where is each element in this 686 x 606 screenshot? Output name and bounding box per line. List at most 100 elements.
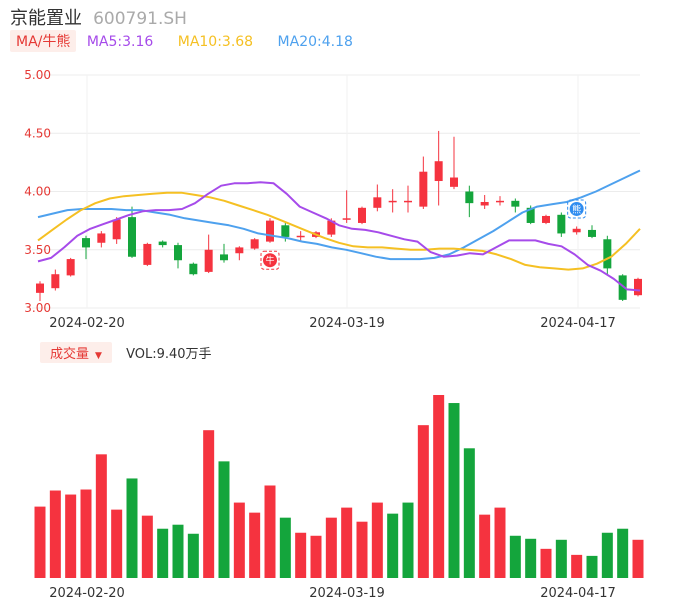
- candle-body: [174, 245, 182, 261]
- volume-tab-label: 成交量: [50, 347, 90, 362]
- volume-bar: [417, 425, 429, 578]
- candle-body: [327, 220, 336, 235]
- candle-body: [128, 217, 136, 257]
- volume-x-tick-label: 2024-02-20: [49, 586, 125, 601]
- volume-bar: [540, 548, 552, 578]
- volume-x-tick-label: 2024-04-17: [540, 586, 616, 601]
- volume-bar: [325, 517, 337, 578]
- volume-bar: [49, 490, 61, 578]
- bear-marker-icon: [569, 201, 584, 216]
- stock-code: 600791.SH: [93, 9, 187, 29]
- ma-legend: MA/牛熊 MA5:3.16 MA10:3.68 MA20:4.18: [10, 30, 373, 52]
- volume-bar: [111, 509, 123, 578]
- volume-bar: [463, 448, 475, 578]
- x-tick-label: 2024-03-19: [309, 316, 385, 331]
- candle-body: [572, 228, 581, 233]
- volume-bar: [95, 454, 107, 578]
- candle-body: [220, 254, 228, 261]
- y-tick-label: 4.00: [24, 185, 51, 199]
- volume-bar: [126, 478, 138, 578]
- candle-body: [51, 274, 60, 289]
- candle-body: [618, 275, 627, 300]
- candle-body: [603, 239, 612, 269]
- volume-selector[interactable]: 成交量 ▼: [40, 342, 112, 363]
- volume-bar: [571, 554, 583, 578]
- caret-down-icon: ▼: [95, 351, 102, 361]
- volume-bar: [586, 555, 598, 578]
- volume-value: VOL:9.40万手: [126, 347, 212, 362]
- volume-bar: [310, 535, 322, 578]
- volume-x-tick-label: 2024-03-19: [309, 586, 385, 601]
- candle-body: [511, 200, 520, 207]
- indicator-selector[interactable]: MA/牛熊: [10, 30, 77, 52]
- volume-bar: [632, 539, 644, 578]
- candle-body: [588, 229, 596, 237]
- stock-header: 京能置业 600791.SH: [10, 4, 187, 29]
- candle-body: [542, 215, 550, 223]
- candle-body: [419, 171, 428, 207]
- candle-body: [480, 201, 489, 206]
- volume-bar: [218, 461, 230, 578]
- volume-bar: [617, 528, 629, 578]
- volume-bar: [80, 489, 92, 578]
- candle-body: [526, 207, 535, 223]
- ma10-line: [37, 191, 641, 271]
- candle-body: [557, 214, 566, 234]
- volume-bar: [371, 502, 383, 578]
- candle-body: [373, 197, 382, 208]
- candle-body: [342, 218, 351, 220]
- volume-bar: [172, 524, 184, 578]
- candle-body: [434, 161, 443, 182]
- candle-body: [634, 278, 642, 296]
- bear-marker-frame: [567, 199, 587, 219]
- ma10-legend: MA10:3.68: [177, 34, 254, 50]
- bear-marker-text: 熊: [572, 203, 581, 215]
- candle-body: [496, 200, 504, 203]
- volume-bar: [141, 515, 153, 578]
- y-tick-label: 4.50: [24, 126, 51, 140]
- volume-bar: [157, 528, 169, 578]
- candle-body: [358, 207, 366, 223]
- volume-bar: [479, 514, 491, 578]
- candle-body: [82, 238, 90, 248]
- ma20-legend: MA20:4.18: [277, 34, 353, 50]
- candle-body: [204, 249, 213, 272]
- x-tick-label: 2024-02-20: [49, 316, 125, 331]
- ma5-line: [37, 181, 641, 292]
- volume-bar: [402, 502, 414, 578]
- y-tick-label: 3.00: [24, 301, 51, 315]
- candle-body: [404, 200, 412, 203]
- volume-bar: [509, 535, 521, 578]
- volume-bar: [494, 507, 506, 578]
- volume-bar: [601, 532, 613, 578]
- volume-bar: [448, 403, 460, 578]
- bull-marker-frame: [260, 250, 280, 270]
- volume-bar: [387, 513, 399, 578]
- stock-name: 京能置业: [10, 8, 82, 29]
- ma5-legend: MA5:3.16: [86, 34, 154, 50]
- candle-body: [158, 241, 167, 246]
- volume-bar: [555, 539, 567, 578]
- bull-marker-text: 牛: [265, 255, 274, 267]
- volume-bar: [34, 506, 46, 578]
- candle-body: [266, 220, 274, 242]
- candle-body: [388, 200, 397, 203]
- y-tick-label: 5.00: [24, 68, 51, 82]
- candle-body: [36, 283, 44, 293]
- volume-bar: [264, 485, 276, 578]
- ma20-line: [37, 169, 641, 261]
- candle-body: [465, 191, 474, 204]
- volume-bar: [341, 507, 353, 578]
- candle-body: [189, 263, 198, 275]
- volume-bar: [295, 532, 307, 578]
- volume-bar: [279, 517, 291, 578]
- volume-bar: [249, 512, 261, 578]
- candle-body: [450, 177, 458, 187]
- volume-bar: [187, 533, 199, 578]
- candle-body: [296, 235, 305, 238]
- y-tick-label: 3.50: [24, 243, 51, 257]
- volume-legend: 成交量 ▼ VOL:9.40万手: [40, 342, 212, 363]
- bull-marker-icon: [263, 253, 277, 268]
- volume-bar: [233, 502, 245, 578]
